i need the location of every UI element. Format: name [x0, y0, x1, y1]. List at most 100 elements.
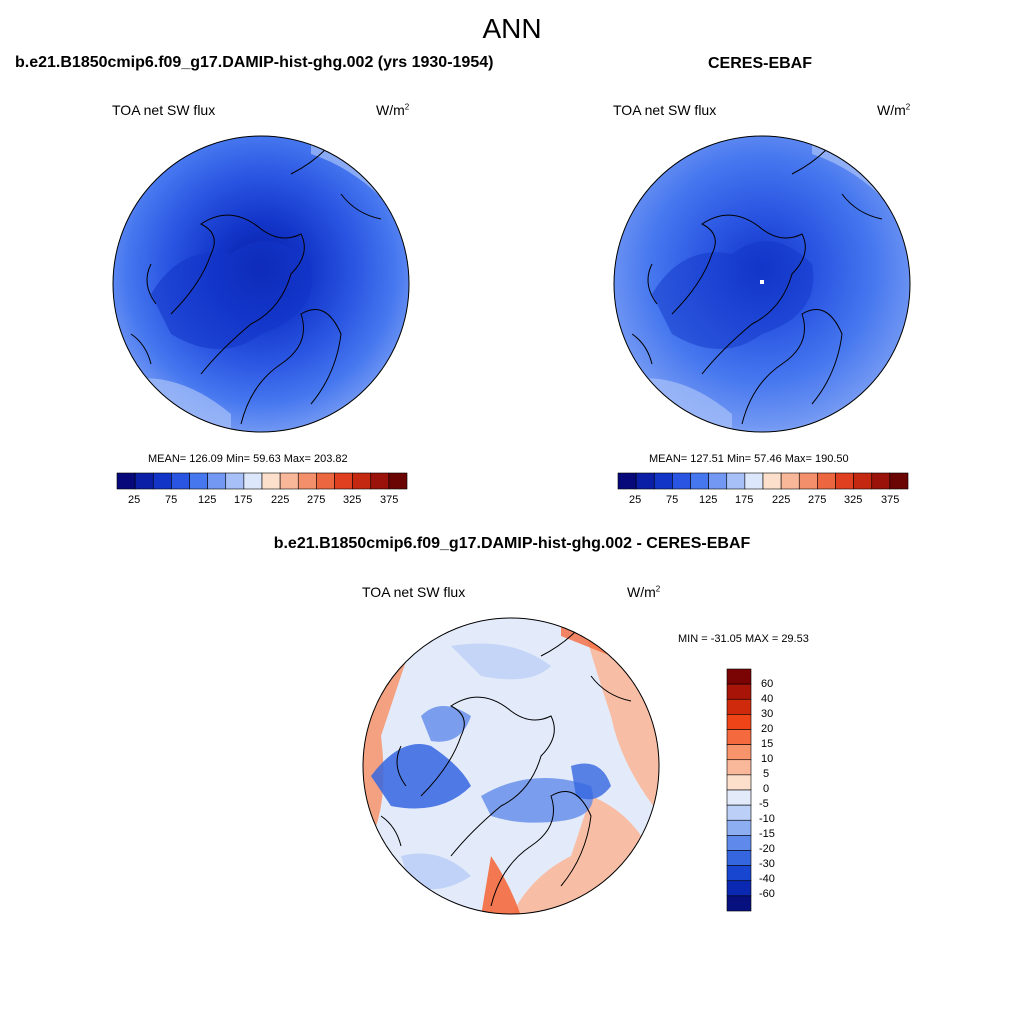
panel3-tick: -40	[759, 873, 775, 885]
panel1-colorbar-cell	[134, 472, 154, 490]
panel2-colorbar-cell	[817, 472, 836, 490]
panel2-colorbar-cell	[853, 472, 873, 490]
panel3-colorbar-cell	[726, 789, 752, 806]
panel3-colorbar-ticks: 60 40 30 20 15 10 5 0 -5 -10 -15 -20 -30…	[758, 669, 798, 911]
panel2-polar-map	[613, 135, 911, 433]
panel3-tick: 5	[763, 768, 770, 780]
panel2-tick: 225	[772, 494, 791, 506]
panel2-tick: 125	[699, 494, 718, 506]
panel3-tick: -10	[759, 813, 775, 825]
panel2-case-title: CERES-EBAF	[708, 55, 813, 72]
panel3-variable-label: TOA net SW flux	[362, 584, 466, 600]
panel3-tick: 15	[761, 738, 774, 750]
panel2-colorbar-cell	[708, 472, 728, 490]
panel1-tick: 25	[128, 494, 141, 506]
panel3-tick: -30	[759, 858, 775, 870]
panel1-colorbar-cell	[316, 472, 335, 490]
panel3-polar-map	[362, 617, 660, 915]
panel2-tick: 25	[629, 494, 642, 506]
panel2-colorbar-cell	[672, 472, 691, 490]
panel2-colorbar-cell	[798, 472, 818, 490]
panel1-colorbar-cell	[225, 472, 245, 490]
panel1-colorbar-cell	[261, 472, 281, 490]
panel1-colorbar-cell	[334, 472, 353, 490]
panel3-stats: MIN = -31.05 MAX = 29.53	[678, 633, 809, 645]
panel3-colorbar-cell	[726, 744, 752, 761]
panel3-tick: 30	[761, 708, 774, 720]
panel3-colorbar	[726, 668, 752, 912]
panel2-colorbar-cell	[635, 472, 655, 490]
panel1-polar-map	[112, 135, 410, 433]
panel3-colorbar-cell	[726, 774, 752, 791]
panel3-colorbar-cell	[726, 819, 752, 836]
panel3-colorbar-cell	[726, 668, 752, 685]
panel3-tick: -60	[759, 888, 775, 900]
panel1-colorbar-cell	[297, 472, 317, 490]
panel2-colorbar-cell	[744, 472, 764, 490]
panel1-tick: 175	[234, 494, 253, 506]
panel1-tick: 125	[198, 494, 217, 506]
panel2-colorbar-cell	[653, 472, 673, 490]
panel1-colorbar-cell	[279, 472, 299, 490]
figure-title: ANN	[482, 13, 542, 44]
panel1-units-label: W/m2	[376, 102, 410, 118]
panel2-colorbar-cell	[726, 472, 746, 490]
panel2-tick: 175	[735, 494, 754, 506]
panel2-colorbar-cell	[690, 472, 709, 490]
panel3-colorbar-cell	[726, 880, 752, 897]
panel2-tick: 75	[666, 494, 679, 506]
panel1-colorbar-cell	[352, 472, 372, 490]
panel2-colorbar-ticks: 25 75 125 175 225 275 325 375	[618, 494, 908, 508]
panel2-colorbar-cell	[780, 472, 800, 490]
panel1-colorbar-cell	[116, 472, 136, 490]
panel3-colorbar-cell	[726, 759, 752, 776]
panel2-colorbar-cell	[762, 472, 782, 490]
panel3-colorbar-cell	[726, 729, 752, 745]
panel1-colorbar-ticks: 25 75 125 175 225 275 325 375	[117, 494, 407, 508]
panel1-colorbar-cell	[171, 472, 190, 490]
panel3-colorbar-cell	[726, 835, 752, 851]
panel1-colorbar-cell	[189, 472, 208, 490]
panel1-colorbar-cell	[207, 472, 227, 490]
panel1-colorbar-cell	[152, 472, 172, 490]
panel3-tick: -15	[759, 828, 775, 840]
panel3-colorbar-cell	[726, 865, 752, 882]
panel3-tick: -5	[759, 798, 769, 810]
panel1-tick: 375	[380, 494, 399, 506]
panel1-tick: 275	[307, 494, 326, 506]
panel1-stats: MEAN= 126.09 Min= 59.63 Max= 203.82	[148, 453, 348, 465]
panel2-colorbar-cell	[889, 472, 909, 490]
panel3-units-label: W/m2	[627, 584, 661, 600]
panel3-tick: 40	[761, 693, 774, 705]
panel3-colorbar-cell	[726, 850, 752, 866]
panel1-colorbar-cell	[370, 472, 390, 490]
panel2-variable-label: TOA net SW flux	[613, 102, 717, 118]
panel1-colorbar-cell	[388, 472, 408, 490]
panel1-case-title: b.e21.B1850cmip6.f09_g17.DAMIP-hist-ghg.…	[15, 54, 494, 71]
panel1-variable-label: TOA net SW flux	[112, 102, 216, 118]
panel2-tick: 325	[844, 494, 863, 506]
panel2-colorbar-cell	[871, 472, 891, 490]
panel1-tick: 225	[271, 494, 290, 506]
panel2-tick: 375	[881, 494, 900, 506]
panel1-tick: 75	[165, 494, 178, 506]
panel2-stats: MEAN= 127.51 Min= 57.46 Max= 190.50	[649, 453, 849, 465]
panel1-colorbar-cell	[243, 472, 263, 490]
panel2-colorbar-cell	[617, 472, 637, 490]
panel2-units-label: W/m2	[877, 102, 911, 118]
panel3-colorbar-cell	[726, 895, 752, 912]
panel3-tick: 0	[763, 783, 770, 795]
panel2-colorbar-cell	[835, 472, 854, 490]
panel3-colorbar-cell	[726, 683, 752, 700]
panel2-tick: 275	[808, 494, 827, 506]
panel1-colorbar	[116, 472, 408, 490]
panel3-colorbar-cell	[726, 714, 752, 730]
panel3-tick: 20	[761, 723, 774, 735]
panel3-colorbar-cell	[726, 698, 752, 715]
panel3-case-title: b.e21.B1850cmip6.f09_g17.DAMIP-hist-ghg.…	[273, 535, 751, 552]
panel1-tick: 325	[343, 494, 362, 506]
panel3-tick: 10	[761, 753, 774, 765]
panel3-tick: 60	[761, 678, 774, 690]
panel3-tick: -20	[759, 843, 775, 855]
panel2-colorbar	[617, 472, 909, 490]
